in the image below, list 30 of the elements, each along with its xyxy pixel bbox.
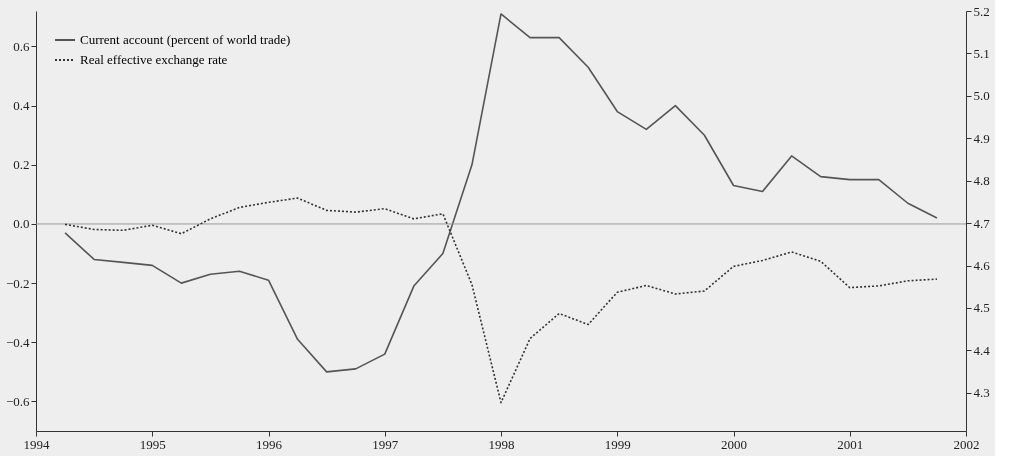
x-tick-label: 2000 — [721, 436, 747, 452]
y-tick-label: 0.0 — [13, 216, 30, 232]
y2-tick-label: 4.6 — [973, 258, 991, 274]
x-tick-label: 1998 — [488, 436, 515, 452]
y-tick-label: 0.6 — [13, 38, 30, 54]
y-tick-label: 0.2 — [13, 157, 30, 173]
line-series — [64, 197, 938, 404]
y2-tick-label: 4.8 — [973, 173, 990, 189]
x-tick-label: 1995 — [139, 436, 166, 452]
legend-label: Current account (percent of world trade) — [80, 32, 291, 47]
x-tick-label: 1994 — [23, 436, 50, 452]
y2-tick-label: 5.1 — [973, 45, 990, 61]
y2-tick-label: 5.2 — [973, 3, 990, 19]
x-tick-label: 1996 — [256, 436, 283, 452]
y-tick-label: 0.4 — [13, 98, 30, 114]
x-tick-label: 2002 — [953, 436, 980, 452]
x-tick-label: 2001 — [837, 436, 864, 452]
y2-tick-label: 5.0 — [973, 88, 990, 104]
y2-tick-label: 4.5 — [973, 300, 990, 316]
y2-tick-label: 4.4 — [973, 342, 991, 358]
y-tick-label: −0.2 — [5, 275, 30, 291]
y2-tick-label: 4.3 — [973, 385, 990, 401]
legend-label: Real effective exchange rate — [80, 52, 228, 67]
y2-tick-label: 4.9 — [973, 130, 990, 146]
y2-tick-label: 4.7 — [973, 215, 991, 231]
x-tick-label: 1999 — [604, 436, 631, 452]
x-tick-label: 1997 — [372, 436, 399, 452]
y-tick-label: −0.6 — [5, 393, 30, 409]
y-tick-label: −0.4 — [5, 334, 30, 350]
line-series — [64, 13, 938, 373]
